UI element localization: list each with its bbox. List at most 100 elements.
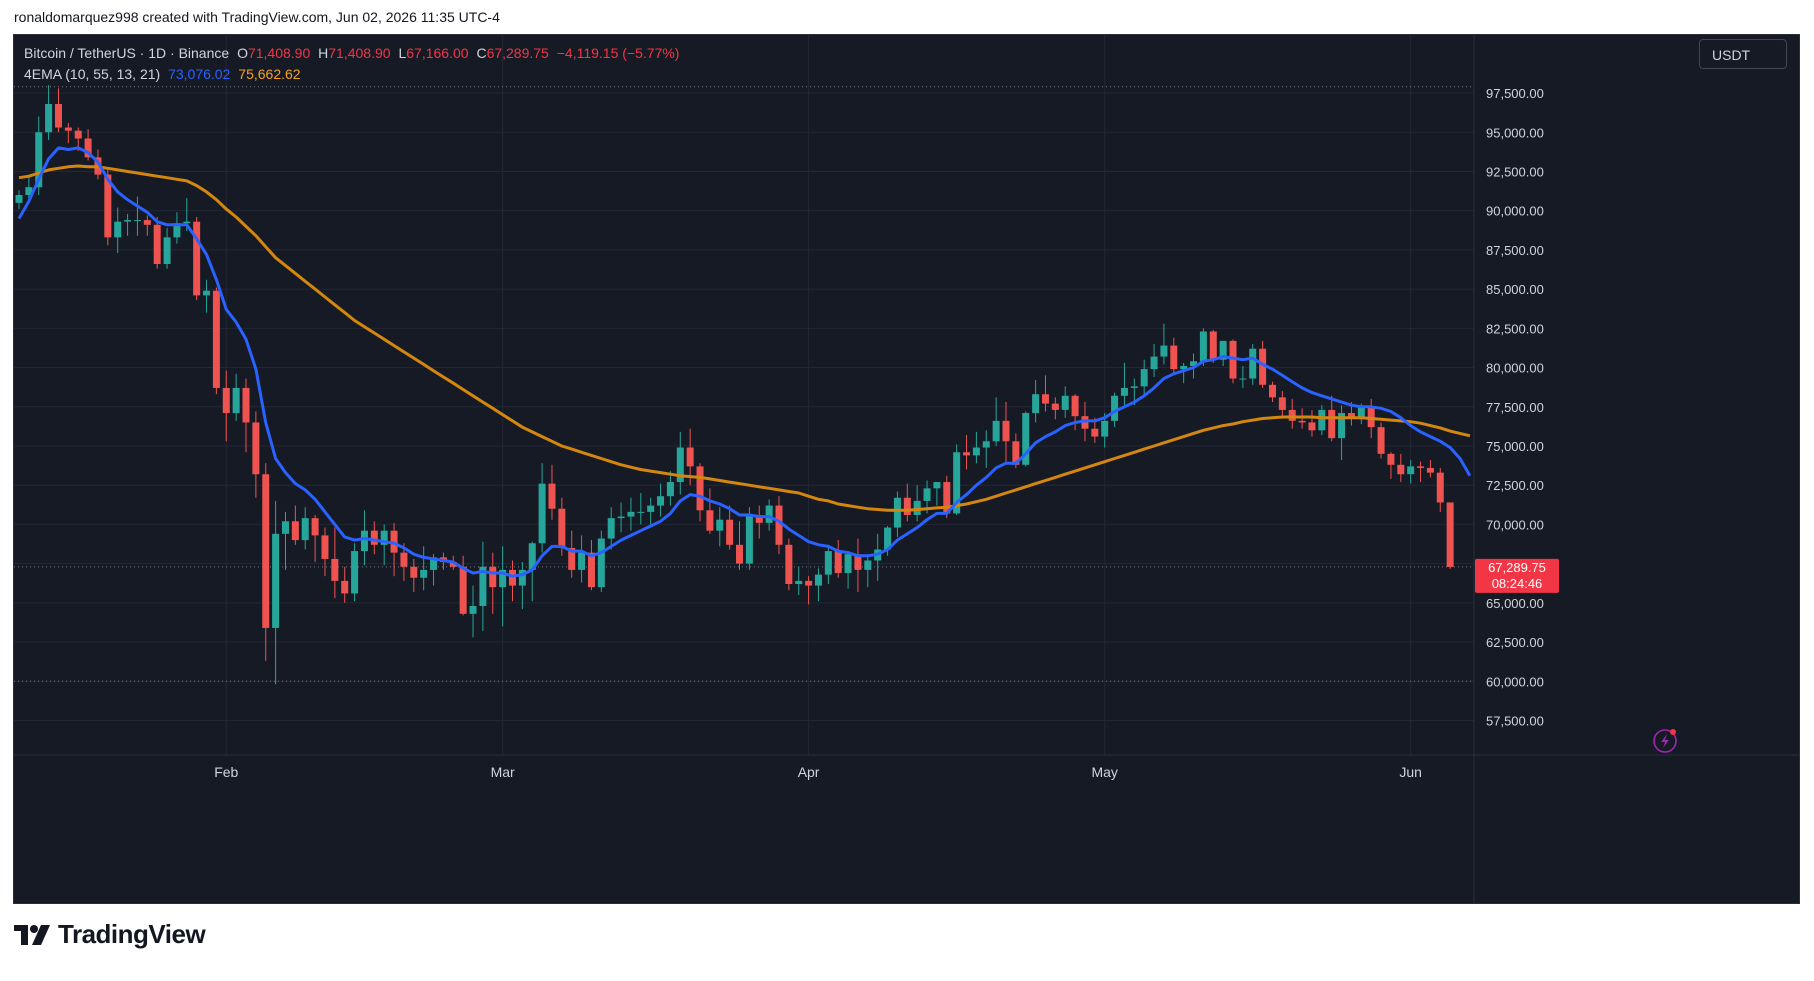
candle-down (370, 521, 378, 555)
candle-body (913, 500, 921, 515)
candle-body (844, 554, 852, 574)
candle-body (272, 533, 280, 628)
attribution-text: ronaldomarquez998 created with TradingVi… (14, 9, 500, 25)
candle-body (992, 420, 1000, 442)
candle-body (864, 560, 872, 570)
candle-body (597, 538, 605, 588)
candle-body (1190, 361, 1198, 366)
candle-body (953, 452, 961, 514)
chart-pane[interactable]: Bitcoin / TetherUS · 1D · Binance O71,40… (13, 34, 1800, 904)
candle-up (844, 551, 852, 589)
candle-up (1199, 328, 1207, 366)
price-tick-label: 87,500.00 (1486, 243, 1544, 258)
candle-down (143, 215, 151, 236)
candle-down (291, 505, 299, 545)
candle-body (805, 580, 813, 586)
candle-body (1298, 420, 1306, 423)
chart-legend: Bitcoin / TetherUS · 1D · Binance O71,40… (24, 43, 679, 85)
candle-body (657, 496, 665, 506)
candle-down (341, 566, 349, 603)
candle-up (864, 554, 872, 588)
candle-up (45, 85, 53, 141)
candle-body (469, 605, 477, 614)
candle-body (1377, 427, 1385, 454)
price-tick-label: 85,000.00 (1486, 282, 1544, 297)
candle-down (834, 540, 842, 578)
high-value: 71,408.90 (328, 45, 391, 61)
candle-down (1170, 337, 1178, 376)
candle-up (972, 431, 980, 464)
candle-down (410, 558, 418, 592)
candle-body (736, 544, 744, 564)
time-tick-label: Apr (798, 764, 820, 780)
price-chart-svg[interactable]: 97,500.00 95,000.00 92,500.00 90,000.00 87,5… (14, 35, 1800, 904)
candle-body (242, 387, 250, 423)
price-tick-label: 65,000.00 (1486, 596, 1544, 611)
candle-up (124, 213, 132, 236)
price-tick-label: 60,000.00 (1486, 674, 1544, 689)
candle-down (1278, 391, 1286, 417)
open-label: O (237, 45, 248, 61)
currency-button[interactable]: USDT (1699, 39, 1787, 69)
ema-lines (17, 146, 1472, 578)
candle-up (15, 190, 23, 210)
candle-body (1347, 413, 1355, 418)
price-tick-label: 62,500.00 (1486, 635, 1544, 650)
candle-up (597, 530, 605, 592)
candle-down (568, 530, 576, 578)
symbol-title[interactable]: Bitcoin / TetherUS · 1D · Binance (24, 45, 230, 61)
candle-body (262, 474, 270, 628)
open-value: 71,408.90 (247, 45, 311, 61)
candle-body (104, 174, 112, 238)
candle-down (587, 540, 595, 591)
candle-up (1140, 359, 1148, 395)
candle-up (982, 430, 990, 468)
candle-body (824, 551, 832, 575)
candle-body (607, 518, 615, 539)
candle-body (1091, 428, 1099, 437)
candle-body (884, 527, 892, 550)
candle-body (1278, 397, 1286, 410)
candle-body (1387, 453, 1395, 465)
tradingview-logo-icon (14, 924, 50, 945)
candle-down (1426, 460, 1434, 478)
candle-body (291, 521, 299, 541)
candle-up (538, 463, 546, 553)
candle-up (301, 507, 309, 550)
candle-body (1120, 387, 1128, 396)
candle-up (716, 507, 724, 547)
candle-body (1436, 472, 1444, 503)
candle-up (814, 568, 822, 602)
candle-body (765, 505, 773, 523)
tradingview-footer-logo[interactable]: TradingView (14, 919, 206, 950)
candle-down (1298, 408, 1306, 429)
candle-body (1061, 395, 1069, 410)
time-tick-label: Feb (214, 764, 238, 780)
candle-up (1249, 344, 1257, 385)
candle-body (74, 130, 82, 139)
candle-body (854, 554, 862, 570)
price-tick-label: 70,000.00 (1486, 517, 1544, 532)
candle-down (943, 475, 951, 519)
candle-body (479, 566, 487, 606)
candle-up (1022, 411, 1030, 467)
candle-body (1111, 395, 1119, 421)
candle-body (420, 569, 428, 578)
candle-down (104, 169, 112, 246)
candle-up (114, 207, 122, 254)
candle-down (736, 521, 744, 570)
candle-body (923, 488, 931, 501)
time-tick-label: Mar (491, 764, 515, 780)
candle-body (1101, 420, 1109, 437)
candle-body (637, 511, 645, 513)
lightning-alert-icon[interactable] (1653, 729, 1677, 753)
indicator-title[interactable]: 4EMA (10, 55, 13, 21) (24, 66, 161, 82)
candle-down (489, 552, 497, 614)
candle-up (913, 485, 921, 522)
candle-body (331, 558, 339, 581)
candle-body (232, 387, 240, 414)
candle-body (578, 552, 586, 570)
last-price-value: 67,289.75 (1488, 560, 1546, 575)
candle-body (1209, 331, 1217, 360)
candle-body (1140, 369, 1148, 387)
